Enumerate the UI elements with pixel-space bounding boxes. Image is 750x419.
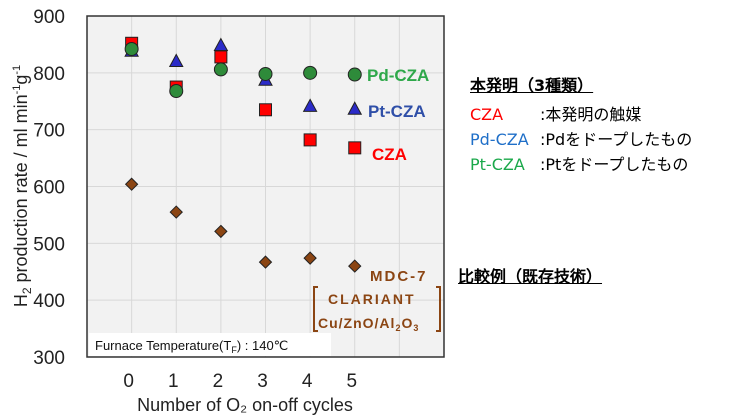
pd-cza-point	[169, 84, 184, 99]
y-tick-label: 300	[33, 348, 65, 369]
note-desc: :Pdをドープしたもの	[540, 130, 693, 149]
x-tick-label: 0	[123, 371, 134, 392]
comparison-heading: 比較例（既存技術）	[458, 267, 603, 286]
x-tick-label: 4	[302, 371, 313, 392]
cza-point	[259, 103, 272, 117]
note-desc: :本発明の触媒	[540, 105, 642, 124]
note-row-cza: CZA :本発明の触媒	[470, 101, 641, 125]
pt-cza-point	[213, 37, 229, 52]
mdc-label: MDC-7	[370, 268, 428, 285]
y-tick-label: 700	[33, 121, 65, 142]
pd-cza-point	[347, 67, 362, 82]
y-tick-label: 800	[33, 64, 65, 85]
mdc-composition: Cu/ZnO/Al2O3	[318, 315, 419, 333]
mdc-7-point	[169, 205, 183, 219]
series-label-pd-cza: Pd-CZA	[367, 66, 429, 85]
note-name: Pd-CZA	[470, 130, 529, 149]
pt-cza-point	[168, 53, 184, 67]
chart: 300 400 500 600 700 800 900 0 1 2 3 4 5 Number of O₂ …	[11, 7, 445, 415]
x-tick-label: 2	[213, 371, 224, 392]
x-tick-label: 3	[257, 371, 268, 392]
mdc-7-point	[214, 224, 228, 239]
y-tick-label: 900	[33, 7, 65, 28]
pd-cza-point	[213, 62, 228, 77]
mdc-7-point	[258, 255, 273, 269]
y-tick-label: 600	[33, 178, 65, 199]
pd-cza-point	[124, 41, 139, 56]
pt-cza-point	[302, 98, 318, 112]
note-desc: :Ptをドープしたもの	[540, 155, 689, 174]
mdc-7-point	[303, 251, 317, 265]
note-row-pd-cza: Pd-CZA :Pdをドープしたもの	[470, 126, 692, 150]
y-tick-label: 500	[33, 234, 65, 255]
x-axis-label: Number of O₂ on-off cycles	[137, 395, 353, 415]
note-name: CZA	[470, 105, 504, 124]
pt-cza-point	[347, 101, 363, 115]
y-axis-label: H2 production rate / ml min-1g-1	[11, 65, 34, 307]
bracket	[313, 286, 441, 332]
x-tick-label: 5	[346, 371, 357, 392]
cza-point	[303, 133, 317, 147]
x-tick-label: 1	[168, 371, 179, 392]
note-row-pt-cza: Pt-CZA :Ptをドープしたもの	[470, 151, 688, 175]
cza-point	[214, 50, 228, 64]
cza-point	[348, 141, 362, 155]
furnace-temperature: Furnace Temperature(TF) : 140℃	[95, 338, 288, 355]
pd-cza-point	[303, 65, 318, 80]
y-tick-label: 400	[33, 291, 65, 312]
note-name: Pt-CZA	[470, 155, 525, 174]
pd-cza-point	[258, 66, 273, 81]
series-label-cza: CZA	[372, 145, 407, 164]
plot-frame	[86, 15, 445, 358]
series-label-pt-cza: Pt-CZA	[368, 102, 426, 121]
invention-heading: 本発明（3種類）	[470, 76, 594, 95]
furnace-box	[89, 333, 331, 356]
mdc-maker: CLARIANT	[328, 291, 416, 307]
mdc-7-point	[124, 177, 139, 191]
mdc-7-point	[348, 259, 362, 273]
